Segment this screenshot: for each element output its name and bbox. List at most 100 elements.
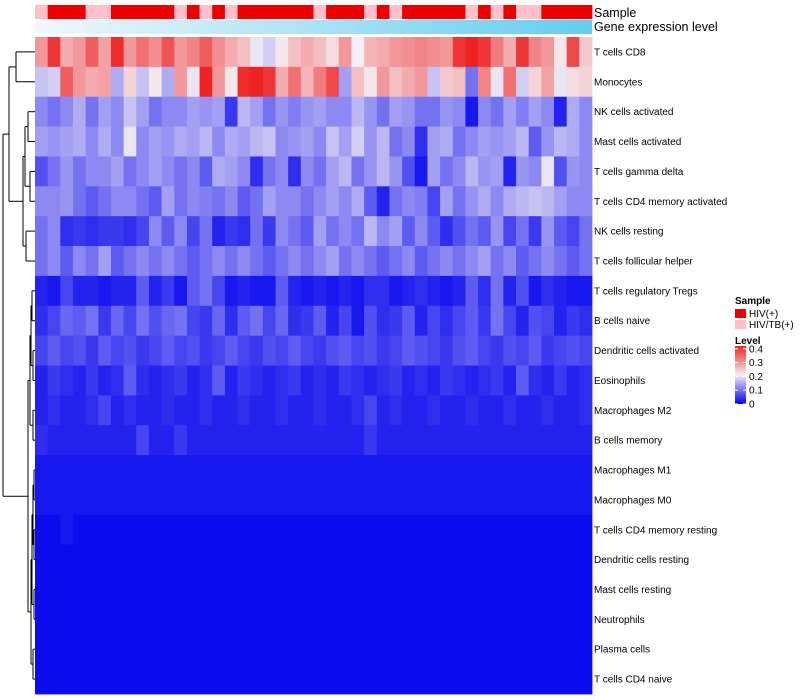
heatmap-cell: [224, 37, 238, 68]
heatmap-cell: [110, 96, 125, 127]
heatmap-cell: [161, 484, 175, 516]
heatmap-cell: [427, 335, 441, 366]
heatmap-cell: [161, 216, 175, 247]
heatmap-cell: [47, 425, 61, 456]
sample-annotation-cell: [262, 5, 276, 19]
heatmap-cell: [579, 186, 593, 217]
heatmap-cell: [110, 305, 125, 337]
sample-annotation-cell: [161, 5, 175, 19]
heatmap-cell: [123, 216, 137, 247]
heatmap-cell: [47, 365, 61, 396]
heatmap-cell: [490, 186, 504, 217]
heatmap-cell: [199, 365, 213, 396]
heatmap-cell: [389, 365, 403, 396]
heatmap-cell: [313, 574, 327, 605]
heatmap-cell: [174, 395, 188, 426]
sample-annotation-cell: [516, 5, 530, 19]
heatmap-cell: [224, 395, 238, 426]
heatmap-cell: [237, 156, 251, 187]
row-label: Mast cells activated: [594, 137, 681, 148]
heatmap-cell: [72, 335, 87, 366]
heatmap-cell: [161, 96, 175, 127]
heatmap-cell: [148, 186, 162, 217]
heatmap-cell: [288, 544, 302, 575]
heatmap-cell: [554, 604, 568, 635]
heatmap-cell: [250, 216, 264, 247]
heatmap-cell: [262, 455, 276, 486]
level-tick-label: 0.3: [749, 358, 763, 369]
heatmap-cell: [35, 574, 49, 605]
heatmap-cell: [338, 455, 352, 486]
heatmap-cell: [72, 664, 87, 695]
heatmap-cell: [389, 425, 403, 456]
row-label: Neutrophils: [594, 615, 645, 626]
heatmap-cell: [414, 126, 428, 157]
heatmap-cell: [389, 246, 403, 277]
heatmap-cell: [326, 96, 340, 127]
heatmap-cell: [313, 186, 327, 217]
heatmap-cell: [414, 216, 428, 247]
heatmap-cell: [427, 365, 441, 396]
heatmap-cell: [516, 305, 530, 337]
heatmap-cell: [174, 126, 188, 157]
heatmap-cell: [224, 604, 238, 635]
heatmap-cell: [123, 126, 137, 157]
row-label: NK cells activated: [594, 107, 673, 118]
heatmap-cell: [440, 96, 454, 127]
heatmap-cell: [376, 484, 390, 516]
heatmap-cell: [250, 365, 264, 396]
heatmap-cell: [503, 664, 517, 695]
heatmap-cell: [566, 96, 580, 127]
heatmap-cell: [60, 126, 74, 157]
heatmap-cell: [199, 37, 213, 68]
heatmap-cell: [110, 664, 125, 695]
heatmap-cell: [224, 544, 238, 575]
sample-annotation-cell: [110, 5, 125, 19]
heatmap-cell: [528, 395, 542, 426]
heatmap-cell: [326, 484, 340, 516]
heatmap-cell: [174, 455, 188, 486]
heatmap-cell: [465, 574, 479, 605]
heatmap-cell: [414, 275, 428, 307]
heatmap-cell: [579, 514, 593, 546]
heatmap-cell: [389, 275, 403, 307]
heatmap-cell: [351, 335, 365, 366]
heatmap-cell: [212, 305, 226, 337]
heatmap-cell: [224, 186, 238, 217]
heatmap-cell: [465, 425, 479, 456]
heatmap-cell: [85, 275, 99, 307]
sample-annotation-cell: [326, 5, 340, 19]
heatmap-cell: [98, 305, 112, 337]
heatmap-cell: [275, 484, 289, 516]
heatmap-cell: [262, 216, 276, 247]
heatmap-cell: [35, 604, 49, 635]
heatmap-cell: [554, 634, 568, 665]
heatmap-cell: [566, 455, 580, 486]
heatmap-cell: [123, 484, 137, 516]
heatmap-cell: [275, 275, 289, 307]
heatmap-cell: [199, 395, 213, 426]
heatmap-cell: [98, 455, 112, 486]
heatmap-cell: [579, 425, 593, 456]
heatmap-cell: [389, 395, 403, 426]
heatmap-cell: [389, 305, 403, 337]
heatmap-cell: [402, 664, 416, 695]
heatmap-cell: [528, 275, 542, 307]
heatmap-cell: [326, 37, 340, 68]
heatmap-cell: [174, 246, 188, 277]
sample-annotation-cell: [47, 5, 61, 19]
heatmap-cell: [313, 246, 327, 277]
heatmap-cell: [516, 156, 530, 187]
heatmap-cell: [478, 664, 492, 695]
heatmap-cell: [427, 126, 441, 157]
heatmap-cell: [414, 574, 428, 605]
heatmap-cell: [541, 96, 555, 127]
heatmap-cell: [224, 96, 238, 127]
heatmap-cell: [579, 156, 593, 187]
heatmap-cell: [212, 664, 226, 695]
heatmap-cell: [123, 275, 137, 307]
heatmap-cell: [503, 216, 517, 247]
heatmap-cell: [123, 664, 137, 695]
heatmap-cell: [414, 186, 428, 217]
heatmap-cell: [237, 514, 251, 546]
